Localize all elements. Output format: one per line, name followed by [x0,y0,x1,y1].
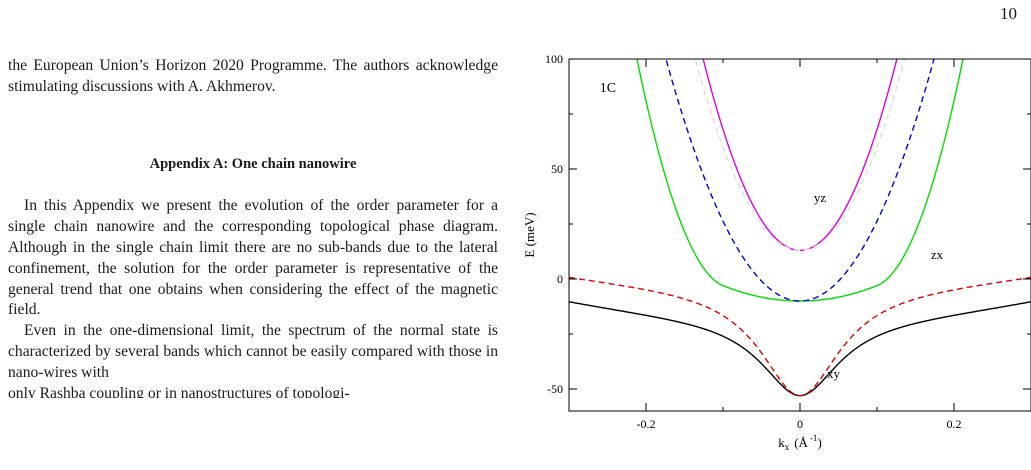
series-line-xy-solid [569,301,1031,397]
ticks-group: -50 0 50 100 -0.2 0 0.2 yz zx xy [545,52,1031,431]
series-line-yz-solid [702,59,898,252]
body-text-column: the European Union’s Horizon 2020 Progra… [8,56,498,398]
x-axis-label-paren: (Å [794,435,808,450]
section-title: Appendix A: One chain nanowire [149,155,357,172]
page-number: 10 [1000,4,1017,23]
curve-label-zx: zx [931,247,944,262]
x-axis-label-sup: -1 [810,433,818,443]
x-tick-label-1: 0 [797,417,803,431]
y-tick-label-1: 0 [557,272,563,286]
appendix-paragraph-1: In this Appendix we present the evolutio… [8,197,498,319]
series-line-xy-dashed [569,276,1031,397]
x-tick-label-2: 0.2 [947,417,962,431]
curve-label-yz: yz [814,190,827,205]
curve-label-xy: xy [827,366,841,381]
appendix-paragraph-2-cut-line: only Rashba coupling or in nanostructure… [8,384,350,398]
x-axis-label: kx (Å -1) [778,433,822,452]
plot-frame [568,58,1031,412]
series-line-zx-dashed [665,59,935,302]
y-tick-label-0: -50 [547,382,563,396]
y-tick-label-3: 100 [545,52,563,66]
x-axis-label-close: ) [817,435,821,450]
y-tick-label-2: 50 [551,162,563,176]
band-structure-figure: -50 0 50 100 -0.2 0 0.2 yz zx xy 1C E (meV) kx (Å -… [520,46,1031,470]
x-axis-label-sub: x [785,442,790,452]
series-line-yz-dashed [694,59,906,252]
curves-group [569,59,1031,397]
acknowledgement-paragraph: the European Union’s Horizon 2020 Progra… [8,57,498,95]
panel-label: 1C [600,81,616,96]
series-line-zx-solid [636,59,964,302]
x-axis-label-main: k [778,435,785,450]
appendix-paragraph-2: Even in the one-dimensional limit, the s… [8,322,498,381]
y-axis-label: E (meV) [522,212,537,257]
x-tick-label-0: -0.2 [637,417,656,431]
